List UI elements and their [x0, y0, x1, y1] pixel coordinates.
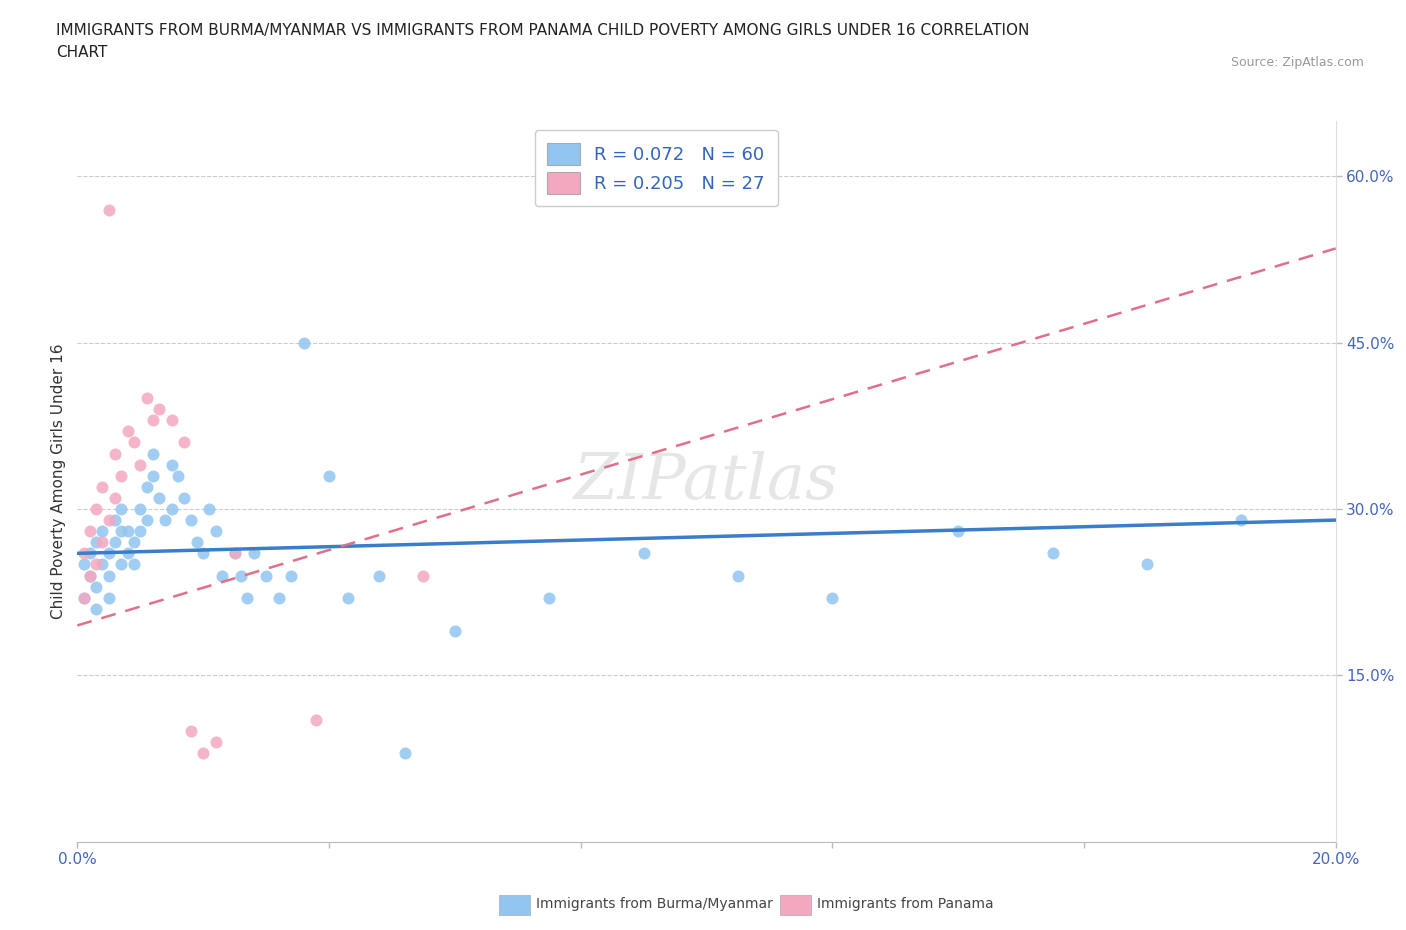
Point: [727, 568, 749, 583]
Point: [336, 591, 359, 605]
Point: [633, 546, 655, 561]
Text: Immigrants from Panama: Immigrants from Panama: [817, 897, 994, 911]
Point: [224, 546, 246, 561]
Point: [91, 524, 114, 538]
Point: [280, 568, 302, 583]
Point: [173, 490, 195, 505]
Point: [104, 490, 127, 505]
Point: [129, 501, 152, 516]
Point: [148, 402, 170, 417]
Point: [79, 568, 101, 583]
Point: [104, 535, 127, 550]
Legend: R = 0.072   N = 60, R = 0.205   N = 27: R = 0.072 N = 60, R = 0.205 N = 27: [534, 130, 778, 206]
Point: [84, 535, 107, 550]
Point: [110, 524, 132, 538]
Point: [318, 469, 340, 484]
Point: [72, 591, 94, 605]
Text: IMMIGRANTS FROM BURMA/MYANMAR VS IMMIGRANTS FROM PANAMA CHILD POVERTY AMONG GIRL: IMMIGRANTS FROM BURMA/MYANMAR VS IMMIGRA…: [56, 23, 1029, 60]
Point: [236, 591, 259, 605]
Point: [97, 591, 120, 605]
Point: [84, 602, 107, 617]
Point: [79, 568, 101, 583]
Point: [211, 568, 233, 583]
Point: [242, 546, 264, 561]
Point: [79, 524, 101, 538]
Point: [117, 546, 139, 561]
Point: [160, 413, 183, 428]
Point: [122, 557, 145, 572]
Point: [117, 524, 139, 538]
Text: ZIPatlas: ZIPatlas: [574, 450, 839, 512]
Point: [84, 501, 107, 516]
Point: [224, 546, 246, 561]
Point: [186, 535, 208, 550]
Point: [117, 424, 139, 439]
Point: [84, 579, 107, 594]
Point: [135, 512, 157, 527]
Point: [948, 524, 970, 538]
Point: [160, 501, 183, 516]
Point: [204, 524, 226, 538]
Point: [84, 557, 107, 572]
Point: [135, 391, 157, 405]
Point: [191, 546, 215, 561]
Point: [1136, 557, 1159, 572]
Point: [110, 469, 132, 484]
Text: Source: ZipAtlas.com: Source: ZipAtlas.com: [1230, 56, 1364, 69]
Point: [538, 591, 561, 605]
Point: [79, 546, 101, 561]
Point: [444, 623, 467, 638]
Point: [72, 591, 94, 605]
Text: Immigrants from Burma/Myanmar: Immigrants from Burma/Myanmar: [536, 897, 772, 911]
Point: [129, 458, 152, 472]
Point: [292, 335, 315, 350]
Point: [1230, 512, 1253, 527]
Point: [394, 746, 416, 761]
Point: [142, 469, 165, 484]
Point: [204, 735, 226, 750]
Point: [104, 446, 127, 461]
Point: [191, 746, 215, 761]
Point: [91, 479, 114, 494]
Point: [412, 568, 434, 583]
Point: [821, 591, 844, 605]
Point: [160, 458, 183, 472]
Point: [97, 202, 120, 217]
Point: [72, 557, 94, 572]
Point: [104, 512, 127, 527]
Point: [142, 413, 165, 428]
Point: [155, 512, 177, 527]
Point: [229, 568, 252, 583]
Point: [97, 568, 120, 583]
Point: [122, 435, 145, 450]
Point: [110, 501, 132, 516]
Point: [110, 557, 132, 572]
Point: [267, 591, 290, 605]
Point: [1042, 546, 1064, 561]
Point: [72, 546, 94, 561]
Point: [142, 446, 165, 461]
Point: [97, 546, 120, 561]
Y-axis label: Child Poverty Among Girls Under 16: Child Poverty Among Girls Under 16: [51, 343, 66, 619]
Point: [122, 535, 145, 550]
Point: [173, 435, 195, 450]
Point: [198, 501, 221, 516]
Point: [305, 712, 328, 727]
Point: [91, 535, 114, 550]
Point: [97, 512, 120, 527]
Point: [180, 724, 202, 738]
Point: [135, 479, 157, 494]
Point: [129, 524, 152, 538]
Point: [368, 568, 391, 583]
Point: [180, 512, 202, 527]
Point: [254, 568, 277, 583]
Point: [91, 557, 114, 572]
Point: [148, 490, 170, 505]
Point: [167, 469, 190, 484]
